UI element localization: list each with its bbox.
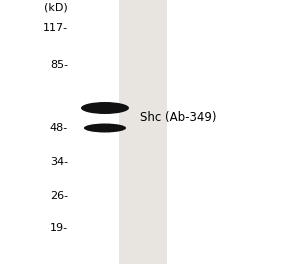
Text: 34-: 34- [50, 157, 68, 167]
Bar [119, 0, 167, 264]
Text: Shc (Ab-349): Shc (Ab-349) [140, 111, 216, 124]
Text: 117-: 117- [43, 23, 68, 33]
Text: 19-: 19- [50, 223, 68, 233]
Text: 26-: 26- [50, 191, 68, 201]
Text: 48-: 48- [50, 123, 68, 133]
Text: (kD): (kD) [44, 3, 68, 13]
Text: 85-: 85- [50, 60, 68, 70]
Ellipse shape [84, 124, 126, 133]
Ellipse shape [81, 102, 129, 114]
